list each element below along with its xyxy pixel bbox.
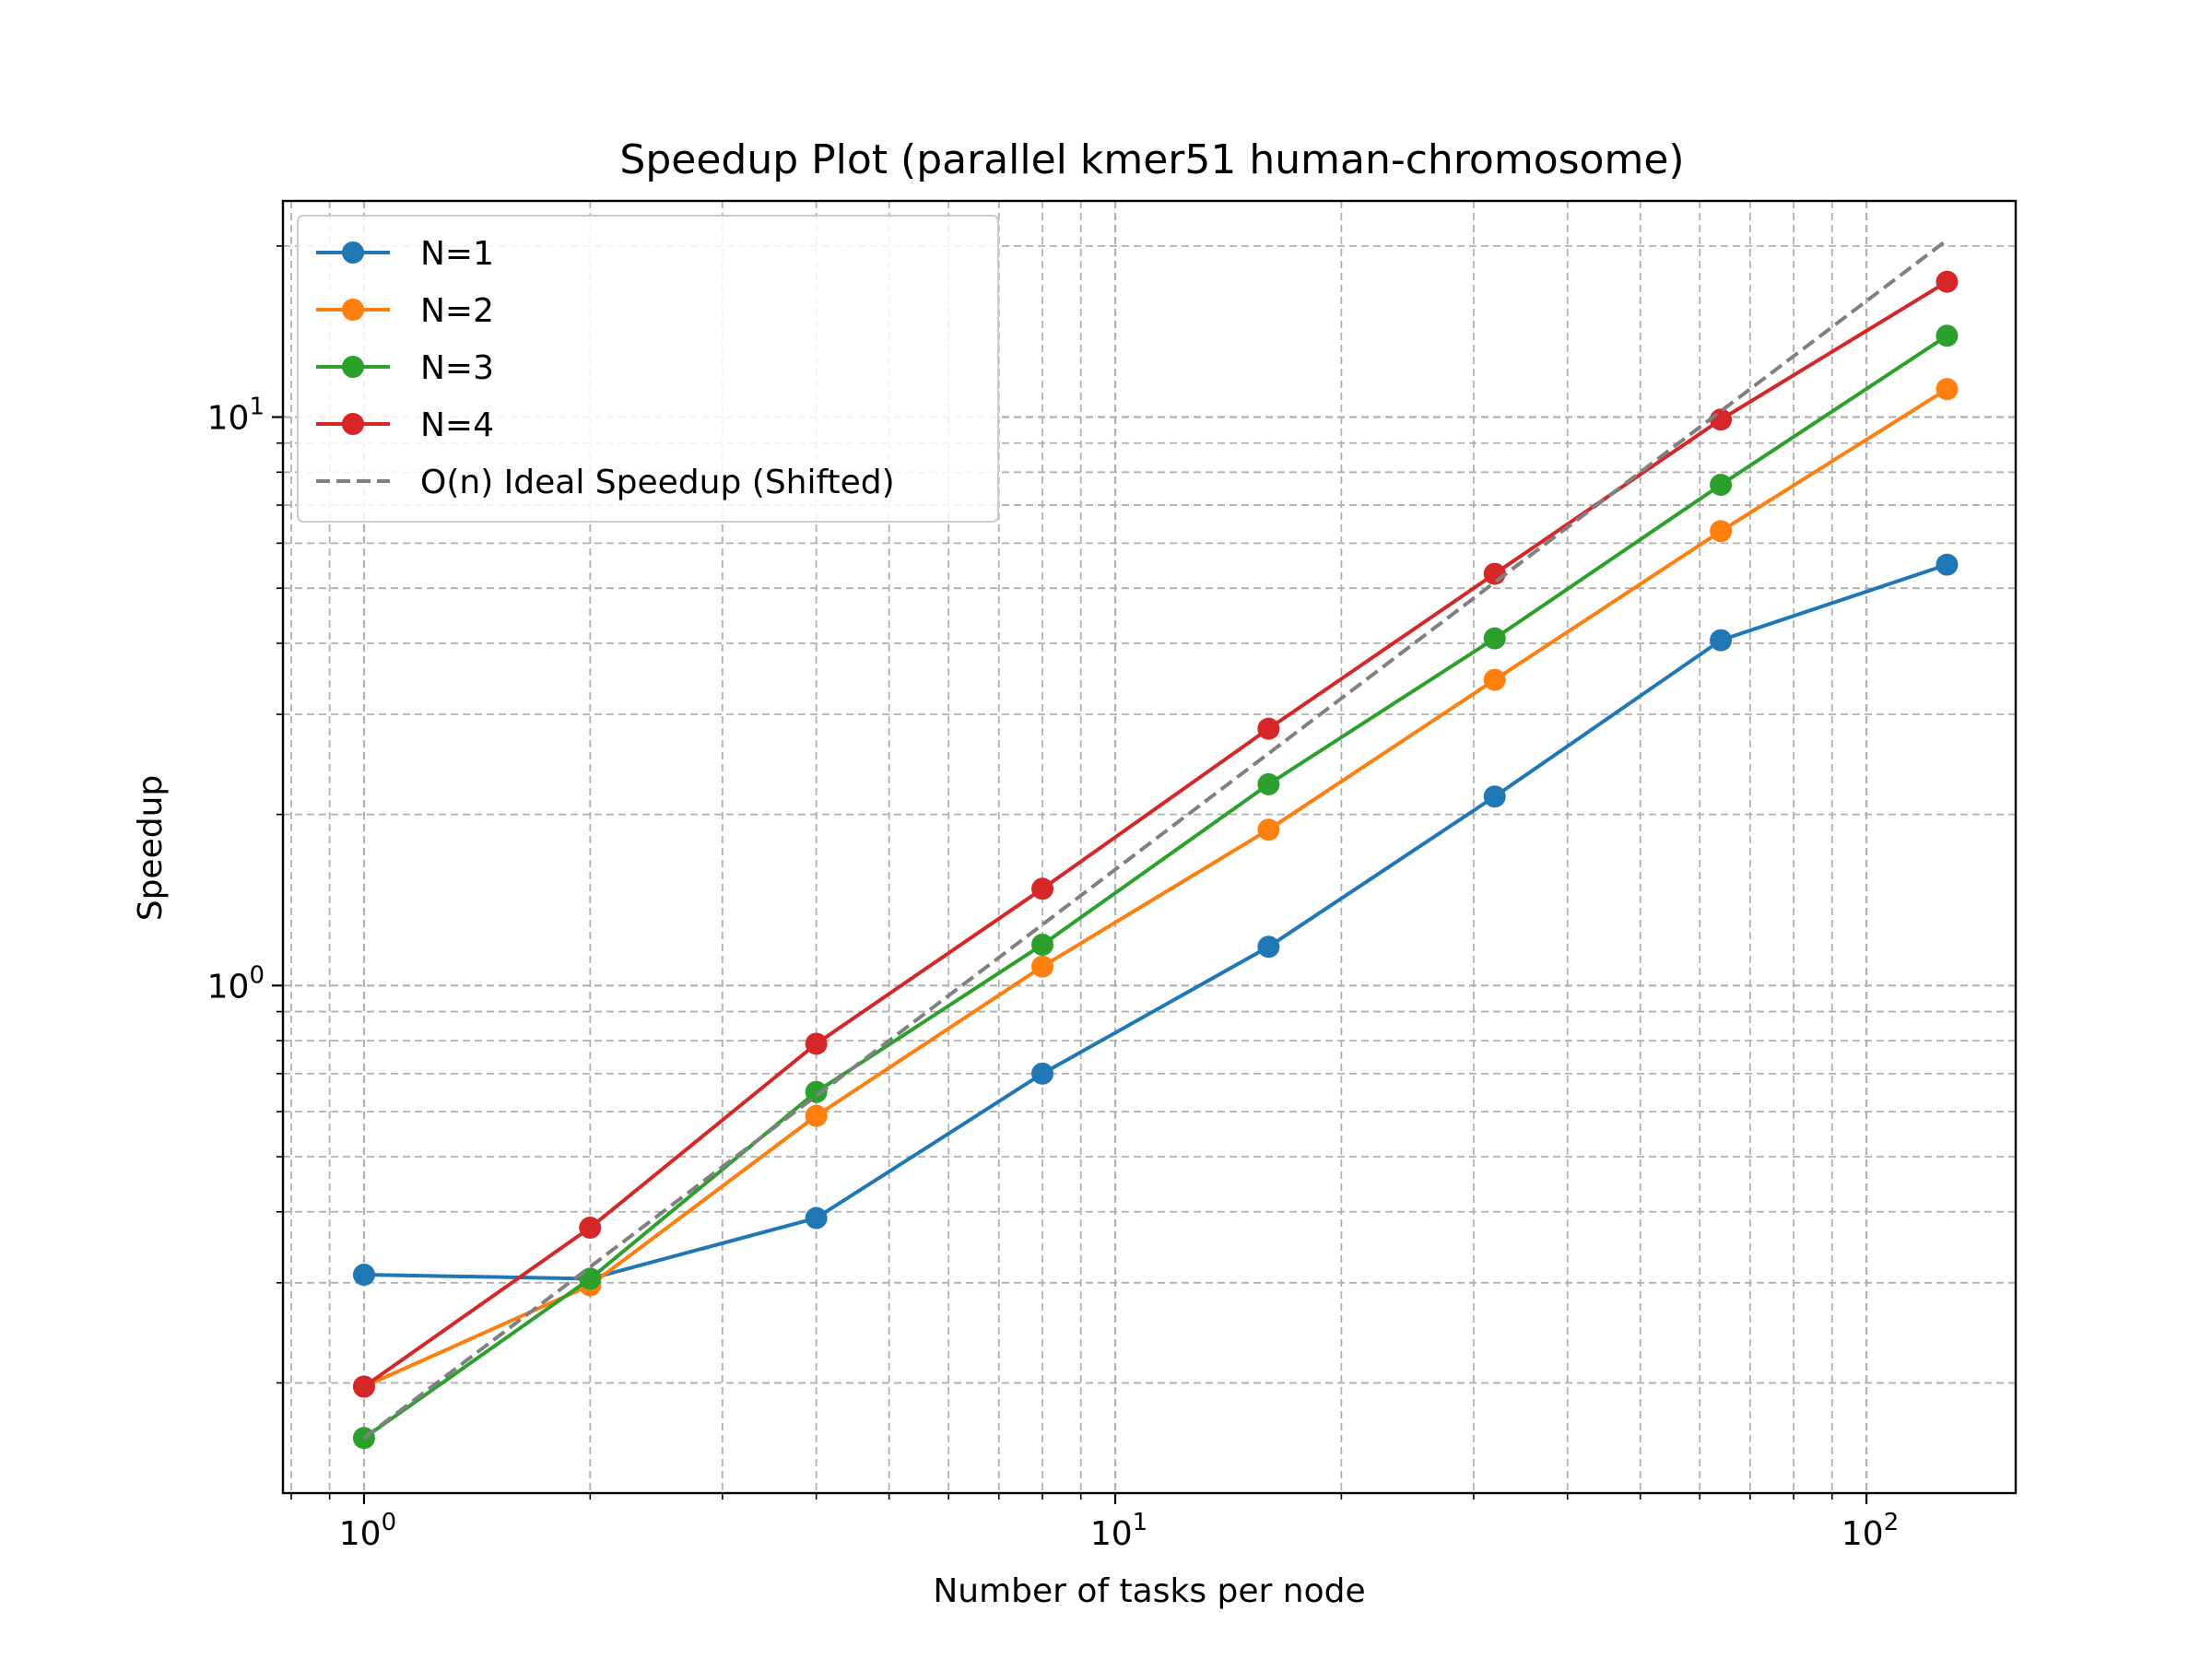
series-4	[352, 270, 1959, 1398]
data-point	[1031, 877, 1054, 900]
data-point	[1257, 935, 1280, 959]
data-point	[1257, 818, 1280, 841]
data-point	[1936, 378, 1959, 401]
data-point	[805, 1104, 828, 1127]
legend-item: N=4	[316, 406, 494, 444]
data-point	[1936, 553, 1959, 576]
data-point	[1483, 668, 1506, 691]
x-tick-label: 101	[1090, 1509, 1147, 1553]
series-line	[363, 387, 1948, 1389]
series-1	[352, 553, 1959, 1290]
legend-item: O(n) Ideal Speedup (Shifted)	[316, 464, 895, 501]
data-point	[1031, 955, 1054, 978]
legend-label: N=3	[420, 349, 494, 387]
legend-label: O(n) Ideal Speedup (Shifted)	[420, 464, 895, 501]
data-point	[1257, 772, 1280, 795]
y-tick-label: 100	[207, 961, 265, 1006]
legend-item: N=3	[316, 349, 494, 387]
data-point	[805, 1206, 828, 1230]
legend-marker	[342, 413, 364, 435]
legend-box	[297, 215, 999, 523]
data-point	[1936, 270, 1959, 293]
plot-frame	[281, 199, 2018, 1495]
y-axis-label: Speedup	[132, 775, 170, 922]
grid	[283, 201, 2016, 1493]
x-tick-label: 100	[339, 1509, 396, 1553]
data-point	[1710, 520, 1733, 543]
legend-label: N=1	[420, 235, 494, 273]
legend: N=1 N=2 N=3 N=4 O(n) Ideal Speedup (Shifted)	[297, 215, 999, 523]
axis-ticks: 100 101 102 100 101	[207, 245, 1899, 1553]
series-line	[362, 334, 1948, 1440]
data-point	[1483, 627, 1506, 650]
chart-title: Speedup Plot (parallel kmer51 human-chro…	[619, 136, 1684, 183]
series-line	[363, 562, 1948, 1281]
data-point	[1936, 324, 1959, 347]
series-5	[362, 238, 1948, 1440]
legend-item: N=2	[316, 292, 494, 330]
data-point	[1031, 1062, 1054, 1085]
data-point	[1031, 933, 1054, 956]
series-line	[362, 279, 1948, 1389]
data-point	[579, 1217, 602, 1240]
legend-label: N=2	[420, 292, 494, 330]
data-point	[1710, 474, 1733, 497]
data-point	[1483, 785, 1506, 808]
y-tick-label: 101	[207, 394, 265, 438]
x-axis-label: Number of tasks per node	[933, 1572, 1365, 1610]
data-point	[352, 1264, 375, 1287]
data-point	[805, 1080, 828, 1103]
legend-label: N=4	[420, 406, 494, 444]
legend-marker	[342, 241, 364, 264]
legend-item: N=1	[316, 235, 494, 273]
series-2	[352, 378, 1959, 1398]
data-point	[1257, 717, 1280, 740]
data-point	[352, 1375, 375, 1398]
data-point	[1483, 562, 1506, 585]
data-point	[1710, 629, 1733, 652]
plot-series	[352, 238, 1959, 1450]
x-tick-label: 102	[1841, 1509, 1899, 1553]
legend-marker	[342, 356, 364, 378]
data-point	[1710, 408, 1733, 431]
data-point	[805, 1032, 828, 1055]
legend-marker	[342, 299, 364, 321]
series-line	[362, 238, 1948, 1440]
